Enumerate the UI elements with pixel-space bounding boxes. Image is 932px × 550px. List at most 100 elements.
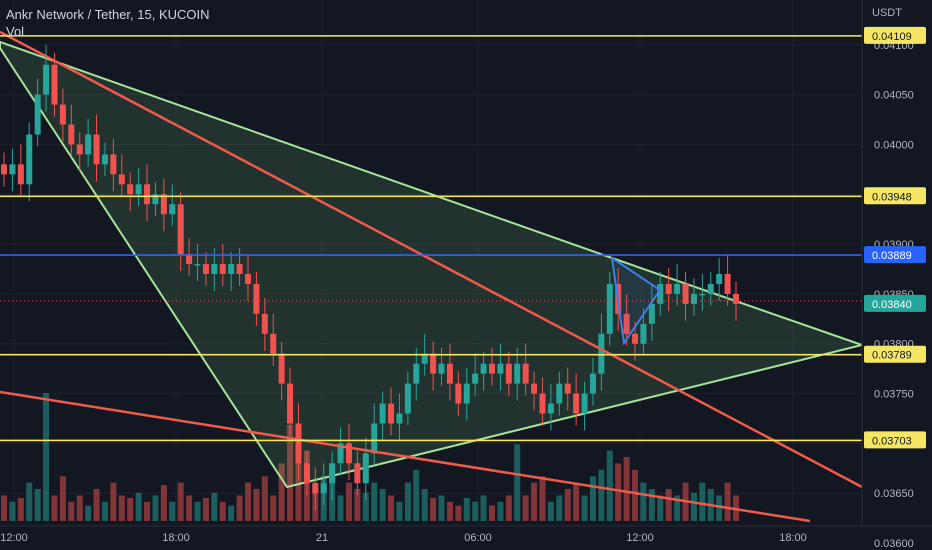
volume-bar-29 (245, 482, 251, 521)
candle-body-34 (287, 383, 294, 424)
volume-bar-78 (657, 495, 664, 521)
volume-bar-44 (371, 482, 378, 521)
volume-bar-30 (253, 489, 260, 521)
volume-bar-34 (287, 425, 294, 521)
volume-bar-47 (396, 501, 403, 521)
volume-bar-72 (606, 450, 613, 521)
volume-bar-14 (118, 495, 125, 521)
volume-bar-2 (17, 497, 24, 521)
time-tick-label: 12:00 (626, 532, 654, 544)
candle-body-2 (17, 164, 24, 185)
volume-bar-10 (85, 505, 92, 521)
volume-bar-23 (194, 501, 201, 521)
candle-body-68 (573, 393, 580, 414)
symbol-title[interactable]: Ankr Network / Tether, 15, KUCOIN (6, 7, 210, 22)
candle-body-67 (564, 383, 571, 394)
volume-bar-43 (362, 492, 369, 521)
candle-body-64 (539, 393, 546, 414)
volume-bar-7 (59, 476, 66, 521)
candle-body-12 (101, 154, 108, 165)
candle-body-55 (463, 383, 470, 404)
volume-bar-83 (699, 482, 706, 521)
candle-body-20 (169, 204, 176, 215)
candle-body-74 (623, 313, 630, 334)
trendline-lower-red[interactable] (0, 390, 811, 523)
candle-body-37 (312, 483, 319, 494)
volume-bar-58 (489, 505, 495, 521)
falling-wedge-pattern[interactable] (0, 40, 866, 489)
candle-body-85 (716, 274, 723, 284)
candle-body-61 (514, 363, 521, 384)
candle-body-22 (186, 254, 193, 265)
volume-bar-51 (430, 497, 437, 521)
volume-bar-75 (632, 469, 639, 521)
volume-bar-48 (404, 482, 411, 521)
level-badge-text: 0.04109 (872, 31, 912, 43)
volume-bar-69 (581, 495, 588, 521)
candle-body-23 (194, 264, 201, 266)
time-axis (0, 526, 932, 550)
level-badge-0.03789 (864, 345, 926, 363)
candle-body-43 (362, 453, 369, 484)
level-badge-0.03889 (864, 246, 926, 264)
candle-body-77 (648, 303, 655, 324)
level-badge-0.04109 (864, 26, 926, 44)
volume-bar-70 (589, 476, 596, 521)
candle-body-21 (177, 204, 184, 255)
volume-bar-77 (648, 489, 655, 521)
volume-bar-27 (228, 505, 235, 521)
volume-bar-79 (665, 489, 672, 521)
candle-body-30 (253, 283, 260, 314)
volume-bar-68 (573, 482, 580, 521)
candle-body-19 (160, 194, 167, 215)
volume-bar-60 (505, 495, 512, 521)
candle-body-57 (480, 363, 487, 374)
price-axis (862, 0, 932, 530)
time-tick-label: 06:00 (464, 532, 492, 544)
candle-body-35 (295, 423, 302, 464)
volume-bar-13 (110, 482, 117, 521)
candle-body-48 (404, 383, 411, 414)
candle-body-11 (93, 134, 100, 165)
volume-bar-12 (101, 501, 108, 521)
candle-body-58 (489, 363, 495, 374)
volume-bar-15 (127, 497, 134, 521)
volume-bar-61 (514, 444, 521, 521)
candle-body-70 (589, 373, 596, 394)
volume-bar-0 (1, 495, 7, 521)
candle-body-51 (430, 353, 437, 374)
candle-body-13 (110, 154, 117, 175)
volume-bar-24 (202, 497, 209, 521)
volume-bar-53 (446, 501, 453, 521)
level-badge-0.03703 (864, 431, 926, 449)
current-price-badge (864, 294, 926, 312)
volume-bar-8 (68, 501, 75, 521)
candle-body-79 (665, 283, 672, 294)
candle-body-3 (26, 134, 33, 185)
volume-bar-82 (690, 492, 697, 521)
candle-body-24 (202, 264, 209, 274)
volume-bar-66 (556, 495, 563, 521)
volume-label[interactable]: Vol (6, 24, 25, 39)
price-tick-label: 0.04000 (874, 139, 914, 151)
trendline-upper-red[interactable] (0, 30, 863, 489)
time-tick-label: 18:00 (162, 532, 190, 544)
level-badge-0.03948 (864, 187, 926, 205)
volume-bar-62 (522, 495, 529, 521)
candle-body-42 (354, 463, 361, 484)
chart-legend: Ankr Network / Tether, 15, KUCOIN Vol (6, 6, 210, 40)
candle-body-45 (379, 403, 386, 424)
candle-body-8 (68, 124, 75, 145)
candle-body-54 (455, 383, 462, 404)
price-tick-label: 0.03750 (874, 389, 914, 401)
volume-bar-33 (278, 463, 285, 521)
candle-body-18 (152, 194, 159, 205)
candle-body-6 (51, 64, 58, 105)
candle-body-66 (556, 383, 563, 404)
volume-bar-59 (497, 501, 504, 521)
candle-body-52 (438, 363, 445, 374)
volume-bar-6 (51, 495, 58, 521)
volume-bar-40 (337, 495, 344, 521)
candle-body-65 (547, 403, 554, 414)
